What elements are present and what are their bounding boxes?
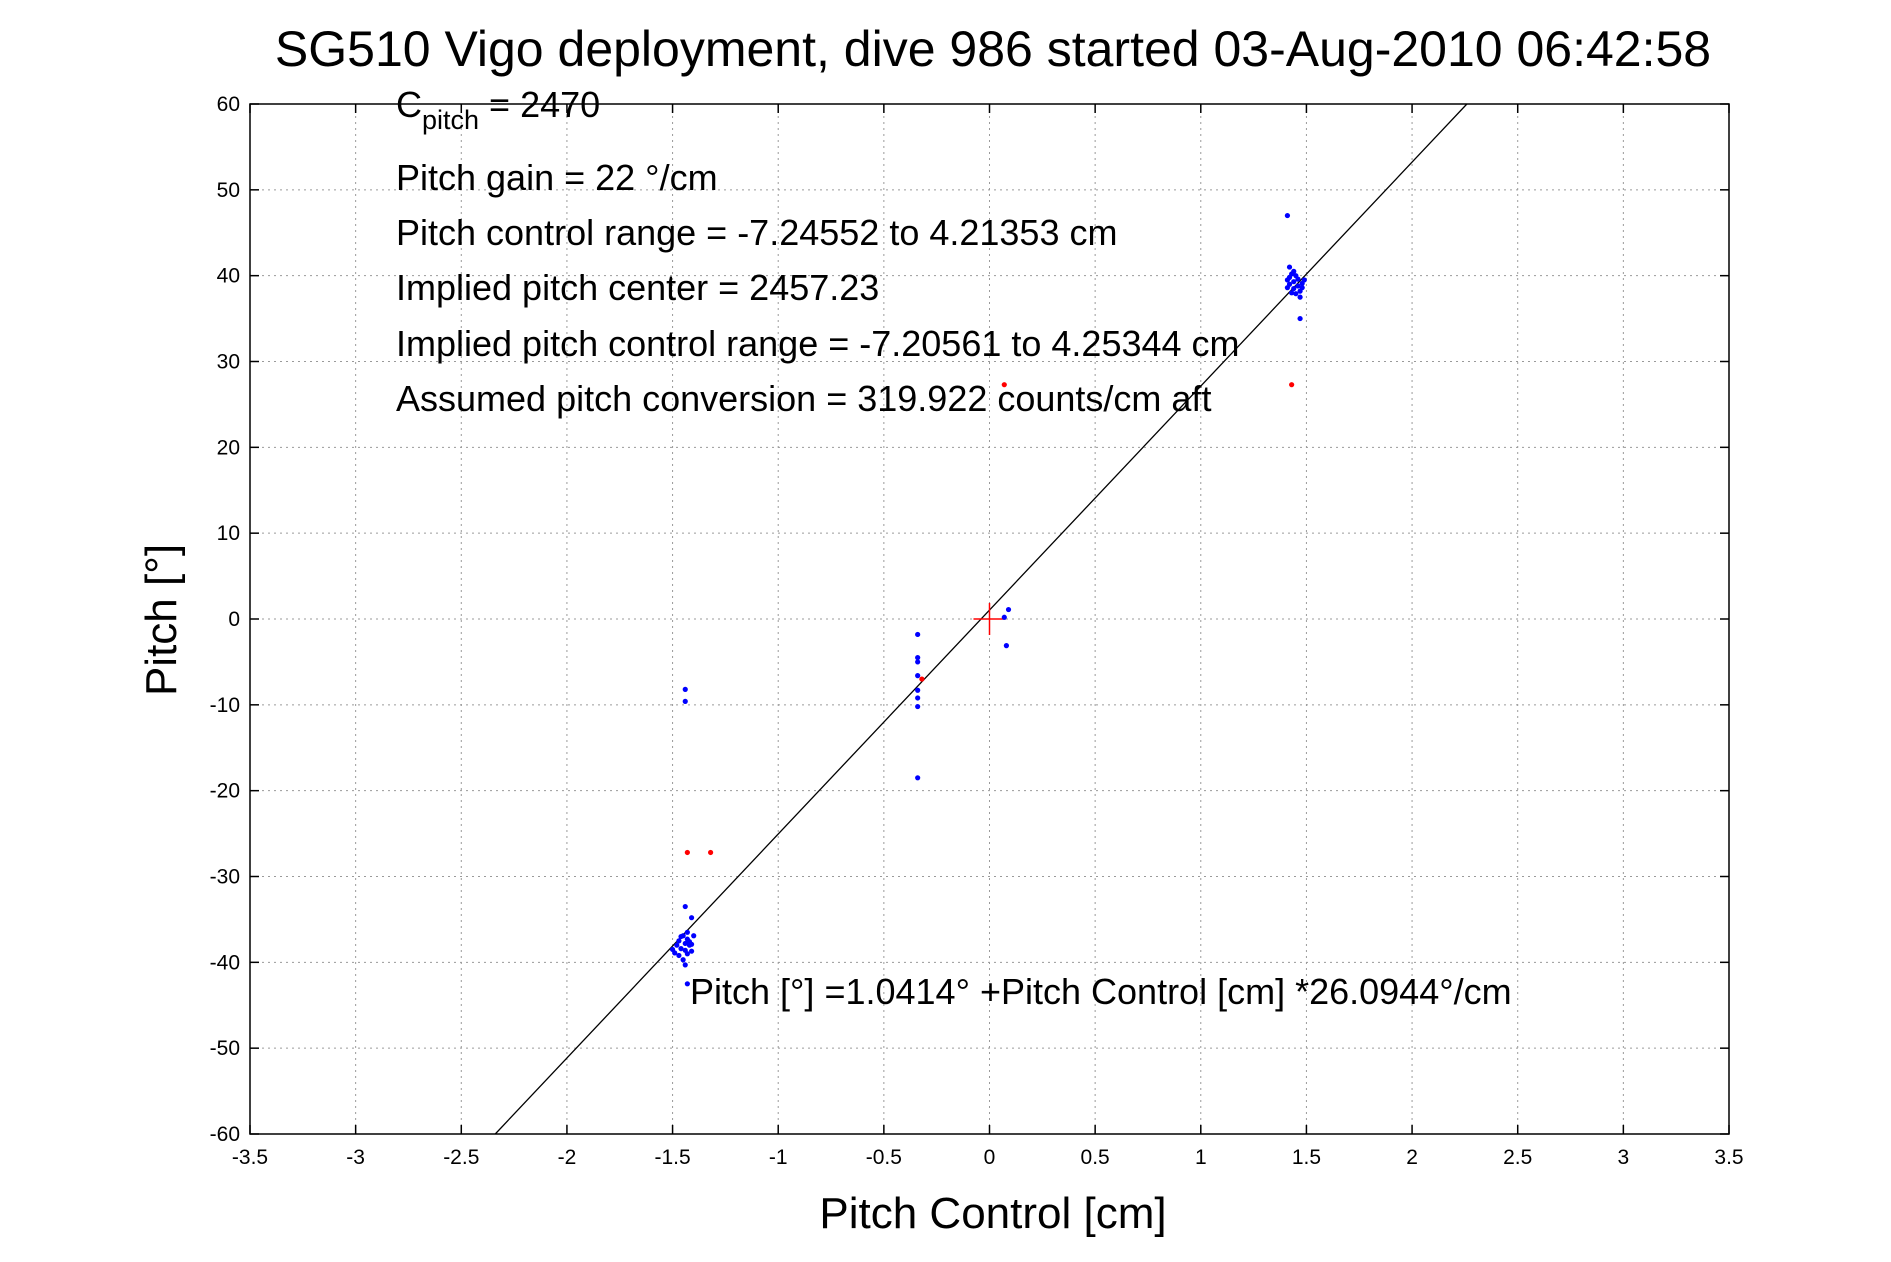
x-tick-label: 2.5 <box>1503 1146 1532 1169</box>
data-point <box>688 941 695 947</box>
center-crosshair <box>973 603 1006 635</box>
plot-area <box>494 103 1468 1135</box>
y-tick-label: -30 <box>210 866 240 889</box>
data-point <box>682 962 688 968</box>
data-point <box>682 940 688 947</box>
data-point <box>682 698 688 705</box>
data-point <box>684 951 690 957</box>
data-point <box>1003 643 1010 649</box>
y-tick-label: 30 <box>217 351 240 374</box>
y-tick-label: -20 <box>210 780 240 803</box>
data-point <box>680 957 686 963</box>
y-tick-label: 0 <box>228 608 240 631</box>
x-tick-label: 2 <box>1406 1146 1418 1169</box>
x-tick-label: -1.5 <box>654 1146 690 1169</box>
data-point <box>688 915 695 921</box>
annotation-fit-equation: Pitch [°] =1.0414° +Pitch Control [cm] *… <box>690 971 1512 1012</box>
y-tick-label: 60 <box>217 93 240 116</box>
data-point <box>680 933 686 939</box>
chart-title: SG510 Vigo deployment, dive 986 started … <box>275 21 1711 77</box>
data-point <box>1291 279 1297 285</box>
data-point <box>1001 382 1007 388</box>
data-point <box>1299 285 1305 291</box>
x-tick-label: 1.5 <box>1292 1146 1321 1169</box>
annotation-assumed-conversion: Assumed pitch conversion = 319.922 count… <box>396 378 1211 419</box>
data-point <box>1291 268 1297 274</box>
data-point <box>1295 283 1301 289</box>
data-point <box>708 849 714 856</box>
data-point <box>691 933 697 939</box>
data-point <box>684 849 690 856</box>
x-tick-label: 0.5 <box>1081 1146 1110 1169</box>
annotation-implied-center: Implied pitch center = 2457.23 <box>396 267 879 308</box>
annotation-c-pitch: Cpitch = 2470 <box>396 84 600 135</box>
data-point <box>915 631 921 638</box>
annotation-pitch-gain: Pitch gain = 22 °/cm <box>396 157 718 198</box>
y-tick-label: 10 <box>217 522 240 545</box>
grid-lines <box>250 104 1729 1134</box>
axis-ticks: -3.5 -3 -2.5 -2 -1.5 -1 -0.5 0 0.5 1 1.5 2 2.5 3 3.5 -6… <box>210 93 1744 1169</box>
data-point <box>915 687 921 693</box>
x-tick-label: 3.5 <box>1714 1146 1743 1169</box>
x-axis-label: Pitch Control [cm] <box>819 1189 1166 1238</box>
y-tick-label: 50 <box>217 179 240 202</box>
annotation-implied-range: Implied pitch control range = -7.20561 t… <box>396 323 1240 364</box>
data-point <box>1286 274 1293 280</box>
data-point <box>915 655 921 661</box>
data-point <box>1297 294 1303 300</box>
annotation-control-range: Pitch control range = -7.24552 to 4.2135… <box>396 212 1117 253</box>
data-point <box>1289 382 1295 388</box>
x-tick-label: -0.5 <box>866 1146 902 1169</box>
data-point <box>674 942 680 948</box>
data-point <box>1301 277 1307 283</box>
data-point <box>1284 212 1291 219</box>
y-tick-label: -60 <box>210 1123 240 1146</box>
data-point <box>678 946 684 952</box>
x-tick-label: 1 <box>1195 1146 1207 1169</box>
data-point <box>1289 290 1295 296</box>
data-point <box>682 686 688 692</box>
x-tick-label: 3 <box>1618 1146 1630 1169</box>
x-tick-label: -3 <box>346 1146 365 1169</box>
data-point <box>915 775 921 781</box>
x-tick-label: -1 <box>769 1146 788 1169</box>
data-point <box>919 676 925 682</box>
x-tick-label: 0 <box>984 1146 996 1169</box>
data-point <box>915 695 921 701</box>
data-point <box>672 950 678 956</box>
data-point <box>676 938 682 944</box>
data-point <box>684 981 690 987</box>
y-axis-label: Pitch [°] <box>137 544 186 696</box>
annotation-c-pitch-sub: pitch <box>422 105 479 135</box>
data-point <box>676 952 682 959</box>
y-tick-label: -50 <box>210 1037 240 1060</box>
annotation-c-pitch-main: C <box>396 84 422 125</box>
data-point <box>1293 291 1299 297</box>
annotation-c-pitch-value: = 2470 <box>479 84 600 125</box>
y-tick-label: 20 <box>217 436 240 459</box>
data-point <box>1295 276 1301 282</box>
y-tick-label: -40 <box>210 951 240 974</box>
data-point <box>915 659 921 665</box>
data-point <box>915 673 921 679</box>
data-point <box>1291 285 1297 292</box>
data-point <box>1001 614 1007 620</box>
data-point <box>1297 315 1303 322</box>
x-tick-label: -3.5 <box>232 1146 268 1169</box>
data-point <box>682 903 688 910</box>
data-point <box>915 703 921 710</box>
plot-frame <box>249 103 1730 1135</box>
x-tick-label: -2 <box>558 1146 577 1169</box>
data-points <box>669 212 1307 987</box>
data-point <box>684 929 690 935</box>
data-point <box>1286 281 1293 287</box>
x-tick-label: -2.5 <box>443 1146 479 1169</box>
y-tick-label: -10 <box>210 694 240 717</box>
y-tick-label: 40 <box>217 265 240 288</box>
data-point <box>1005 606 1012 613</box>
data-point <box>688 948 695 954</box>
data-point <box>1286 264 1293 270</box>
